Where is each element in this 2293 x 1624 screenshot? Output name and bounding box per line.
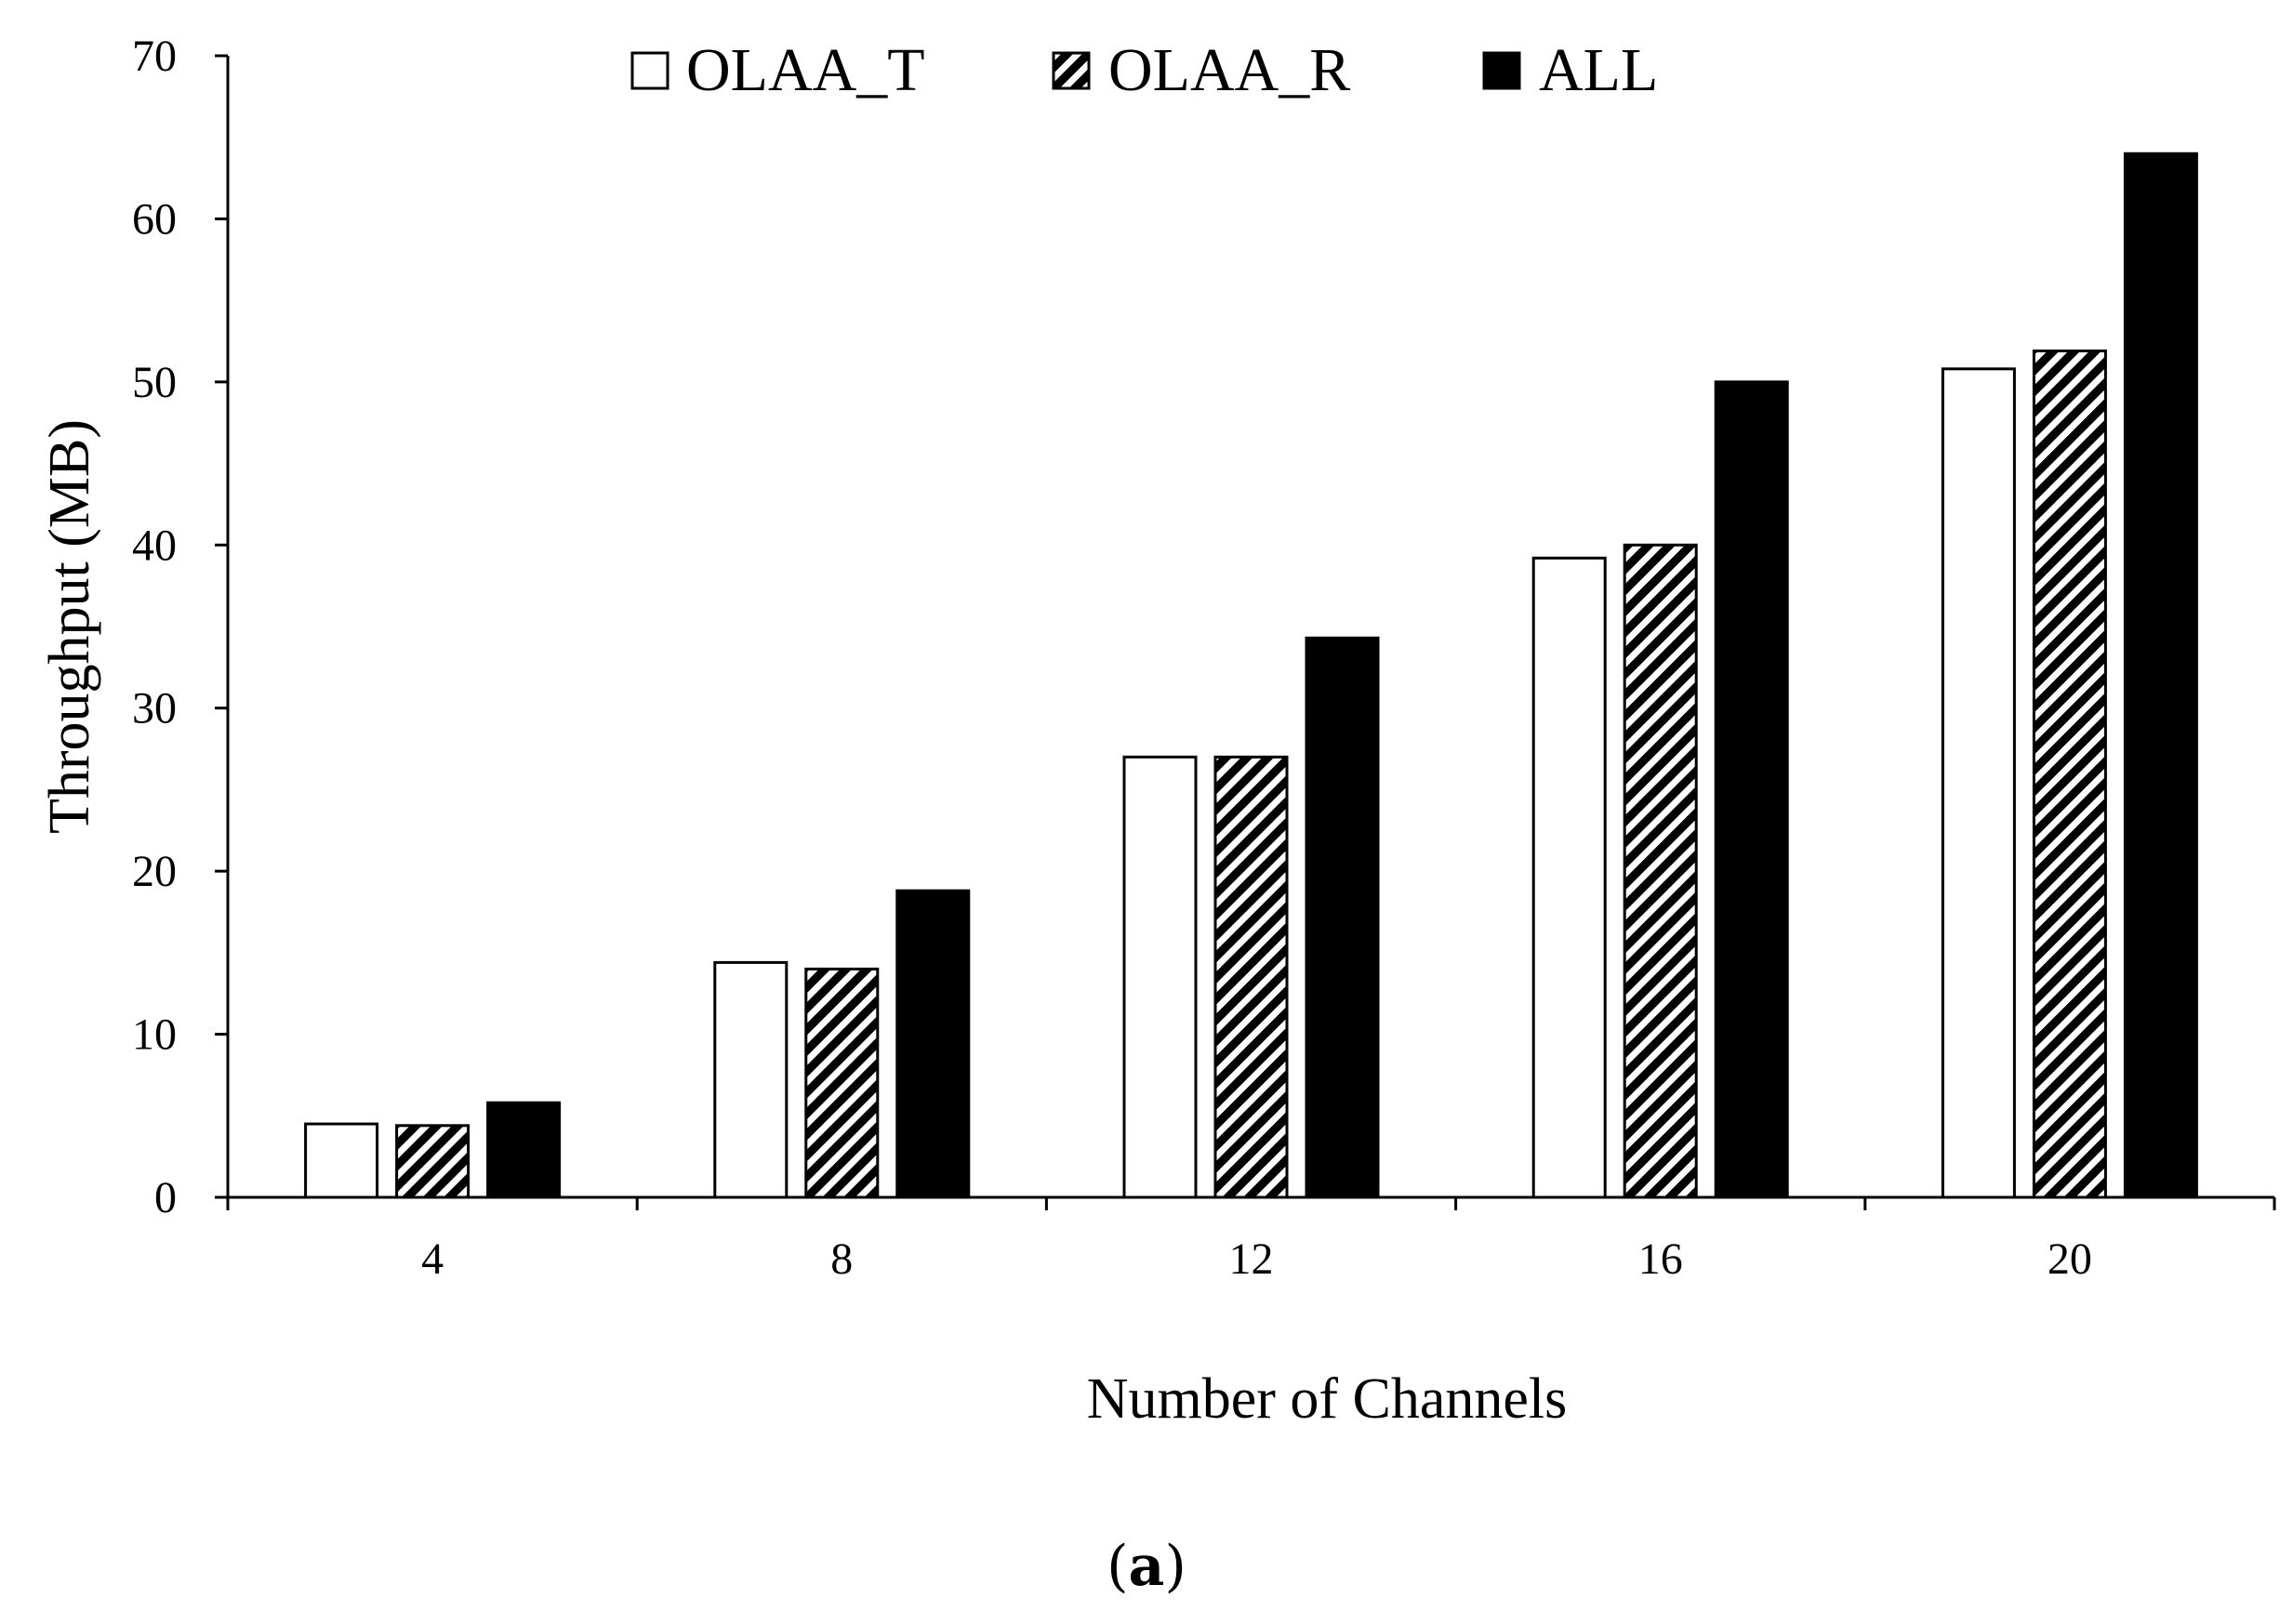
x-tick-label: 4 — [421, 1235, 444, 1284]
y-tick-label: 0 — [154, 1173, 177, 1222]
bar-olaa-r-4 — [395, 1124, 471, 1199]
bar-olaa-t-4 — [304, 1122, 379, 1199]
bar-olaa-r-12 — [1213, 755, 1289, 1199]
bar-olaa-r-8 — [804, 967, 880, 1199]
legend-label-all: ALL — [1539, 36, 1658, 104]
x-axis-title: Number of Channels — [1087, 1367, 1568, 1431]
x-tick-label: 12 — [1229, 1235, 1274, 1284]
bar-olaa-t-8 — [713, 960, 789, 1199]
bar-olaa-r-20 — [2032, 350, 2107, 1199]
y-tick-label: 60 — [132, 194, 177, 244]
bar-all-16 — [1714, 380, 1789, 1199]
x-tick-label: 16 — [1638, 1235, 1683, 1284]
y-tick-label: 40 — [132, 521, 177, 570]
figure-caption: (a) — [1107, 1534, 1186, 1599]
bars — [304, 152, 2198, 1199]
bar-olaa-t-20 — [1941, 367, 2016, 1199]
bar-olaa-r-16 — [1623, 543, 1698, 1199]
y-tick-label: 10 — [132, 1010, 177, 1060]
legend-swatch-olaa-r — [1052, 51, 1091, 90]
bar-all-8 — [895, 889, 971, 1199]
x-tick-label: 8 — [830, 1235, 853, 1284]
caption-close: ) — [1164, 1534, 1186, 1599]
bar-olaa-t-16 — [1531, 556, 1607, 1199]
legend-swatch-all — [1482, 51, 1521, 90]
bar-all-12 — [1305, 636, 1380, 1199]
bar-olaa-t-12 — [1122, 755, 1198, 1199]
y-axis-title: Throughput (MB) — [38, 419, 101, 834]
y-tick-label: 70 — [132, 32, 177, 81]
x-axis-ticks: 4 8 12 16 20 — [226, 1197, 2276, 1284]
caption-letter: a — [1129, 1534, 1165, 1599]
y-axis-ticks: 0 10 20 30 40 50 60 70 — [132, 32, 228, 1222]
bar-all-20 — [2123, 152, 2198, 1199]
y-tick-label: 20 — [132, 847, 177, 896]
legend: OLAA_T OLAA_R ALL — [630, 36, 1658, 104]
y-tick-label: 30 — [132, 684, 177, 733]
caption-open: ( — [1107, 1534, 1128, 1599]
legend-label-olaa-r: OLAA_R — [1108, 36, 1350, 104]
bar-all-4 — [486, 1101, 562, 1199]
y-tick-label: 50 — [132, 358, 177, 407]
x-tick-label: 20 — [2048, 1235, 2092, 1284]
legend-swatch-olaa-t — [630, 51, 669, 90]
legend-label-olaa-t: OLAA_T — [686, 36, 925, 104]
